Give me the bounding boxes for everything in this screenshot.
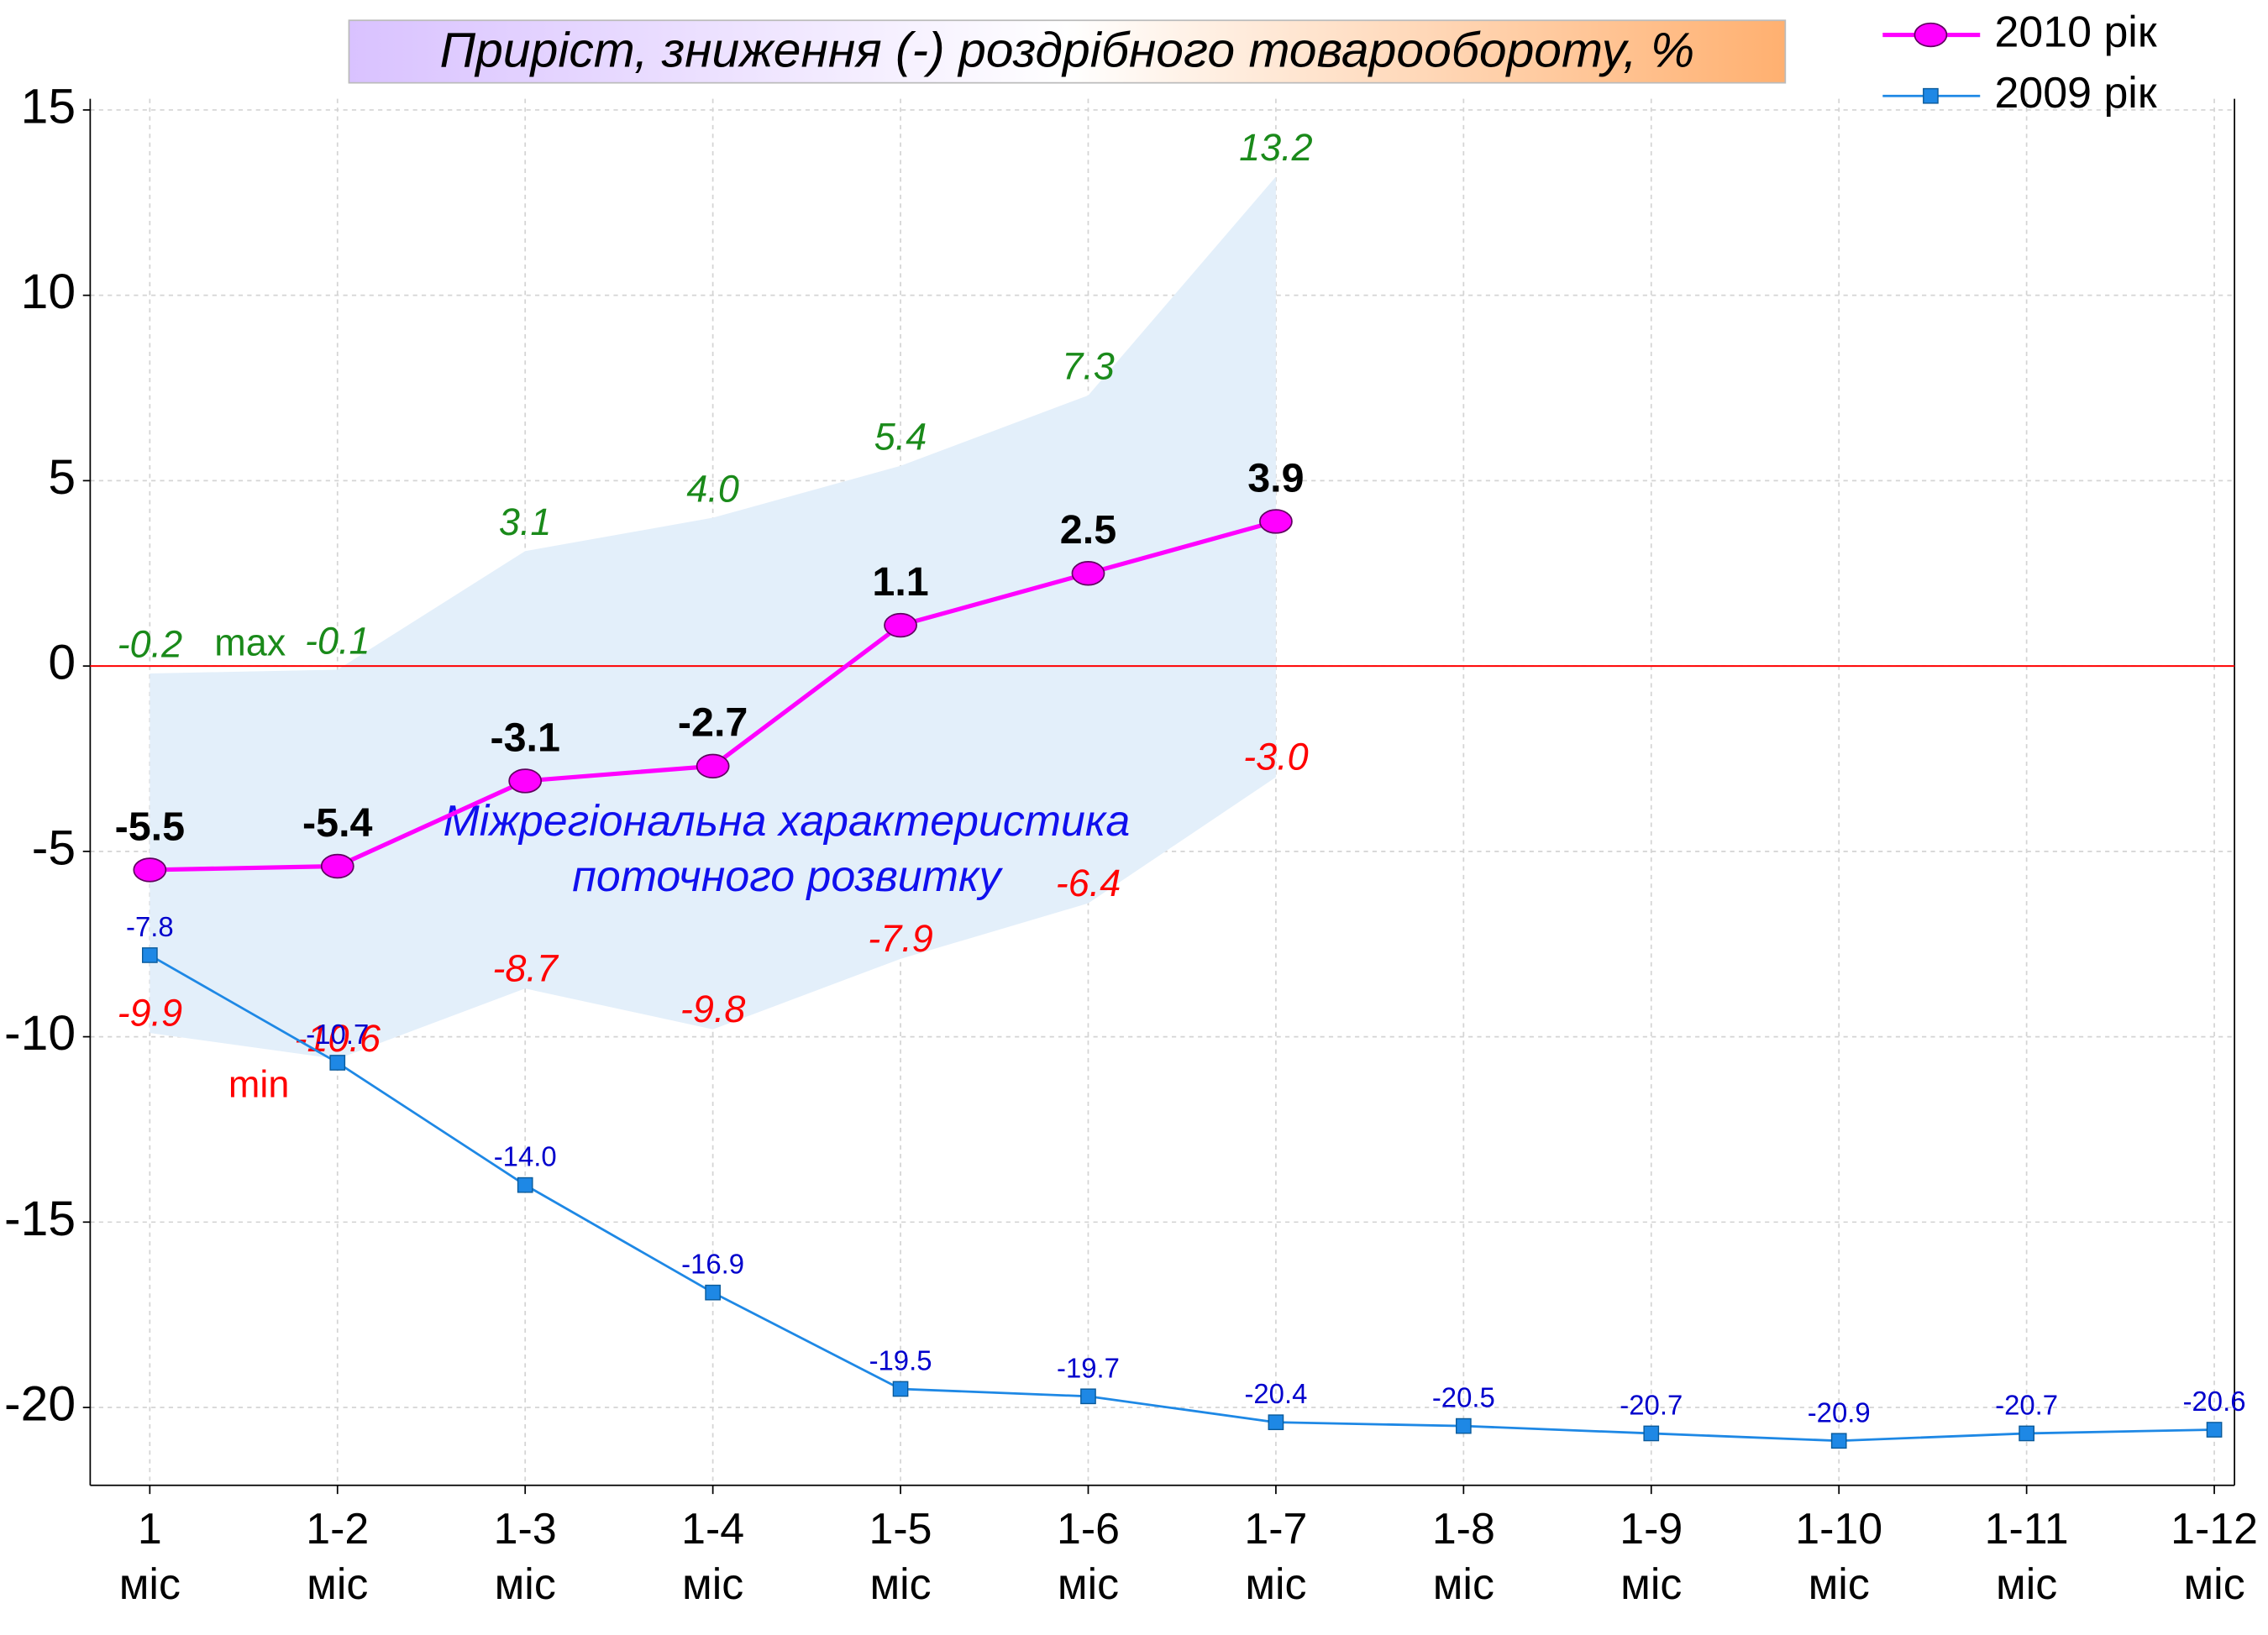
- band-label: поточного розвитку: [572, 852, 1003, 901]
- point: [892, 1381, 909, 1397]
- title-box: [348, 19, 1787, 84]
- data-label: -16.9: [681, 1249, 744, 1280]
- point: [2019, 1425, 2034, 1442]
- min-label: -10.6: [294, 1017, 381, 1060]
- band-area: [150, 176, 1276, 1060]
- point: [696, 753, 730, 779]
- point: [1268, 1414, 1284, 1431]
- data-label: -7.8: [126, 911, 174, 942]
- min-label: -3.0: [1243, 736, 1309, 778]
- x-tick-label: 1-11 міс: [1985, 1505, 2069, 1609]
- band-layer: [150, 176, 1276, 1060]
- y-tick-label: -20: [4, 1377, 76, 1432]
- point: [320, 853, 354, 879]
- x-tick-label: 1-6 міс: [1057, 1505, 1120, 1609]
- max-label: 7.3: [1062, 345, 1115, 388]
- data-label: -20.7: [1995, 1389, 2058, 1420]
- min-label: -9.9: [118, 991, 183, 1034]
- point: [884, 612, 917, 638]
- data-label: -19.7: [1057, 1352, 1120, 1383]
- x-tick-label: 1-5 міс: [869, 1505, 932, 1609]
- min-label: -9.8: [680, 988, 746, 1030]
- max-label: 5.4: [874, 415, 927, 458]
- x-tick-label: 1-2 міс: [306, 1505, 369, 1609]
- point: [329, 1055, 346, 1071]
- x-tick-label: 1-3 міс: [494, 1505, 557, 1609]
- y-tick-label: -5: [32, 820, 76, 875]
- data-label: 2.5: [1060, 507, 1116, 553]
- data-label: 3.9: [1247, 455, 1304, 500]
- point: [1643, 1425, 1660, 1442]
- x-tick-label: 1 міс: [119, 1505, 181, 1609]
- data-label: -10.7: [306, 1019, 369, 1050]
- point: [1914, 22, 1948, 48]
- series-line: [149, 954, 2215, 1443]
- point: [705, 1284, 721, 1301]
- point: [1071, 561, 1105, 586]
- y-tick-label: 5: [48, 450, 76, 505]
- point: [133, 857, 167, 883]
- data-label: 1.1: [872, 559, 928, 605]
- point: [2206, 1422, 2223, 1438]
- y-tick-label: -15: [4, 1192, 76, 1246]
- x-tick-label: 1-8 міс: [1432, 1505, 1495, 1609]
- data-label: -20.5: [1432, 1382, 1495, 1413]
- data-label: -20.7: [1620, 1389, 1683, 1420]
- y-tick-label: 10: [21, 265, 76, 319]
- band-label: Міжрегіональна характеристика: [443, 797, 1130, 846]
- x-tick-label: 1-9 міс: [1620, 1505, 1683, 1609]
- y-tick-label: 15: [21, 79, 76, 134]
- x-tick-label: 1-7 міс: [1244, 1505, 1307, 1609]
- max-label: 3.1: [499, 500, 552, 543]
- max-label: 4.0: [686, 467, 739, 510]
- min-label: -8.7: [492, 946, 559, 989]
- data-label: -2.7: [678, 700, 748, 746]
- data-label: -14.0: [494, 1141, 557, 1172]
- data-label: -20.4: [1244, 1378, 1307, 1409]
- point: [1923, 87, 1939, 104]
- data-label: -19.5: [869, 1344, 932, 1376]
- point: [508, 768, 543, 794]
- min-label: -7.9: [868, 917, 933, 960]
- x-tick-label: 1-10 міс: [1795, 1505, 1882, 1609]
- point: [517, 1176, 533, 1193]
- data-label: -20.9: [1808, 1397, 1871, 1428]
- point: [1259, 509, 1293, 534]
- point: [141, 947, 158, 963]
- legend-label: 2009 рік: [1995, 69, 2157, 118]
- max-name: max: [214, 621, 286, 663]
- point: [1830, 1433, 1847, 1449]
- data-label: -5.5: [115, 804, 185, 849]
- point: [1455, 1418, 1472, 1434]
- data-label: -5.4: [302, 800, 373, 846]
- x-tick-label: 1-4 міс: [681, 1505, 744, 1609]
- min-name: min: [228, 1062, 290, 1105]
- max-label: 13.2: [1239, 126, 1313, 169]
- max-label: -0.1: [305, 619, 370, 662]
- legend-label: 2010 рік: [1995, 8, 2157, 56]
- data-label: -3.1: [490, 715, 559, 760]
- min-label: -6.4: [1056, 862, 1121, 904]
- point: [1080, 1388, 1096, 1405]
- data-label: -20.6: [2183, 1386, 2246, 1417]
- y-tick-label: 0: [48, 636, 76, 690]
- chart-title: Приріст, зниження (-) роздрібного товаро…: [440, 24, 1695, 78]
- x-tick-label: 1-12 міс: [2171, 1505, 2258, 1609]
- max-label: -0.2: [118, 623, 183, 666]
- y-tick-label: -10: [4, 1006, 76, 1061]
